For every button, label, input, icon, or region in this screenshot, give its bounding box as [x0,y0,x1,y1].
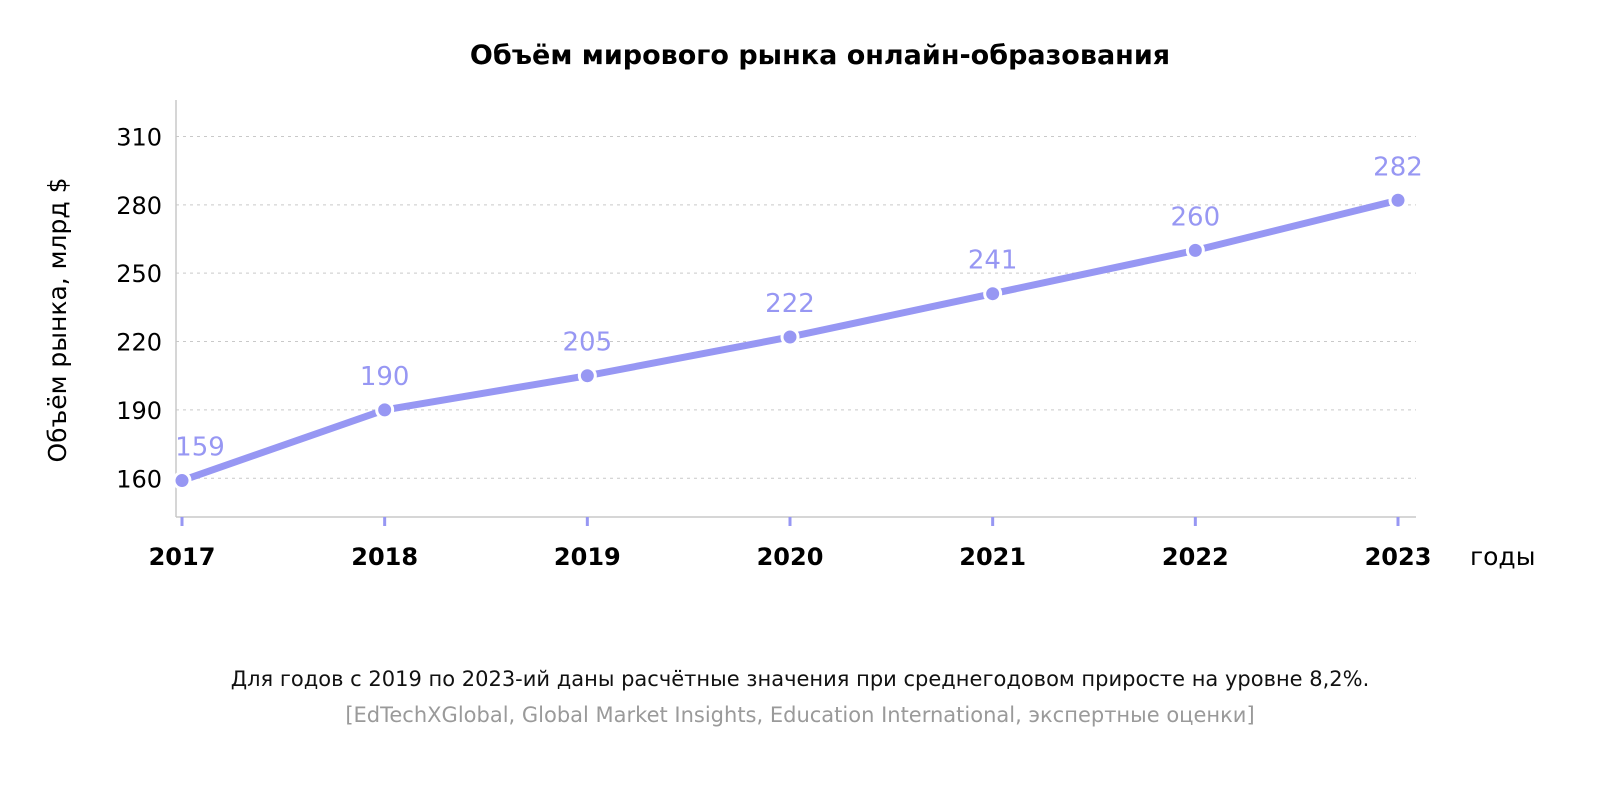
x-axis-unit-label: годы [1470,542,1535,571]
data-point [1388,190,1408,210]
y-tick-label: 280 [116,192,162,220]
chart-title: Объём мирового рынка онлайн-образования [470,40,1170,71]
y-tick-label: 310 [116,123,162,151]
data-label: 282 [1373,152,1423,182]
x-tick-label: 2022 [1162,543,1229,571]
data-point [375,400,395,420]
y-tick-label: 220 [116,329,162,357]
y-tick-label: 190 [116,397,162,425]
x-tick-label: 2021 [959,543,1026,571]
data-point [1185,240,1205,260]
y-tick-label: 160 [116,465,162,493]
footnote-note: Для годов с 2019 по 2023-ий даны расчётн… [231,667,1370,691]
x-tick-label: 2018 [351,543,418,571]
footnote-source: [EdTechXGlobal, Global Market Insights, … [345,703,1254,727]
data-point [172,471,192,491]
series-layer [172,190,1408,491]
data-point [983,284,1003,304]
x-tick-labels: 2017 2018 2019 2020 2021 2022 2023 [149,543,1432,571]
data-label: 190 [360,362,410,392]
data-label: 205 [563,328,613,358]
y-tick-label: 250 [116,260,162,288]
data-label: 159 [175,433,225,463]
y-tick-labels: 160 190 220 250 280 310 [116,123,162,493]
data-label: 260 [1171,202,1221,232]
data-point [577,366,597,386]
data-label: 241 [968,246,1018,276]
y-axis-label: Объём рынка, млрд $ [43,177,72,462]
data-label: 222 [765,289,815,319]
data-labels: 159 190 205 222 241 260 282 [175,152,1423,462]
axes [175,100,1416,526]
x-tick-label: 2019 [554,543,621,571]
x-tick-label: 2017 [149,543,216,571]
data-point [780,327,800,347]
x-tick-label: 2020 [757,543,824,571]
x-tick-label: 2023 [1365,543,1432,571]
